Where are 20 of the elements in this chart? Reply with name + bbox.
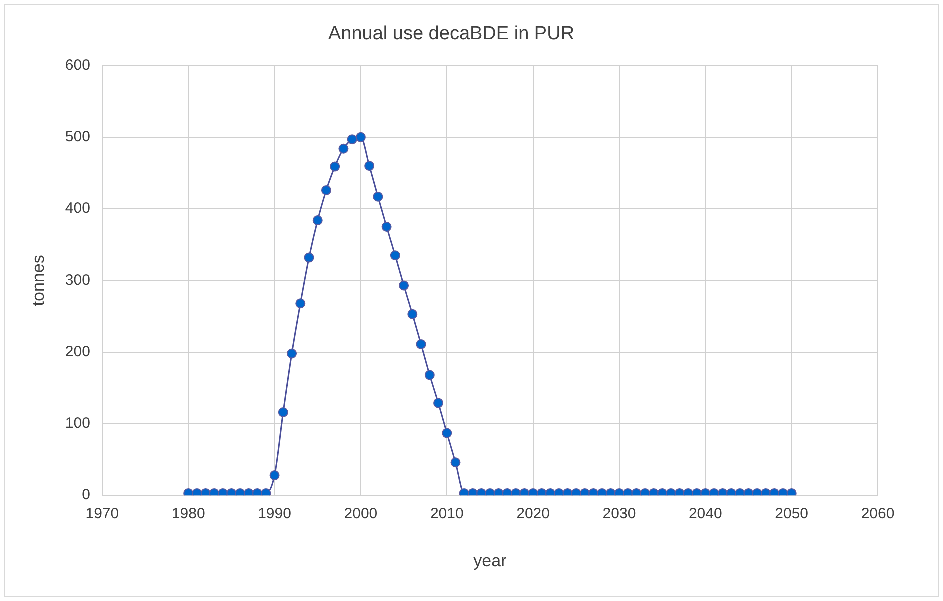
x-tick-label: 2020 (516, 506, 550, 523)
y-tick-label: 500 (65, 128, 90, 146)
y-tick-label: 400 (65, 200, 90, 218)
x-tick-label: 2030 (602, 506, 636, 523)
x-tick-label: 2060 (861, 506, 895, 523)
y-axis-title: tonnes (28, 255, 48, 306)
x-tick-label: 1980 (172, 506, 206, 523)
y-tick-label: 200 (65, 343, 90, 360)
y-tick-label: 0 (82, 486, 90, 504)
chart-title: Annual use decaBDE in PUR (328, 24, 575, 45)
x-tick-label: 1990 (258, 506, 292, 523)
y-tick-label: 600 (65, 56, 90, 74)
x-tick-label: 2050 (775, 506, 809, 523)
x-tick-label: 1970 (86, 506, 120, 523)
x-tick-label: 2000 (344, 506, 378, 523)
y-tick-label: 100 (65, 415, 90, 432)
x-axis-title: year (474, 551, 508, 570)
y-tick-label: 300 (65, 272, 90, 289)
x-tick-label: 2010 (430, 506, 464, 523)
x-tick-label: 2040 (688, 506, 722, 523)
